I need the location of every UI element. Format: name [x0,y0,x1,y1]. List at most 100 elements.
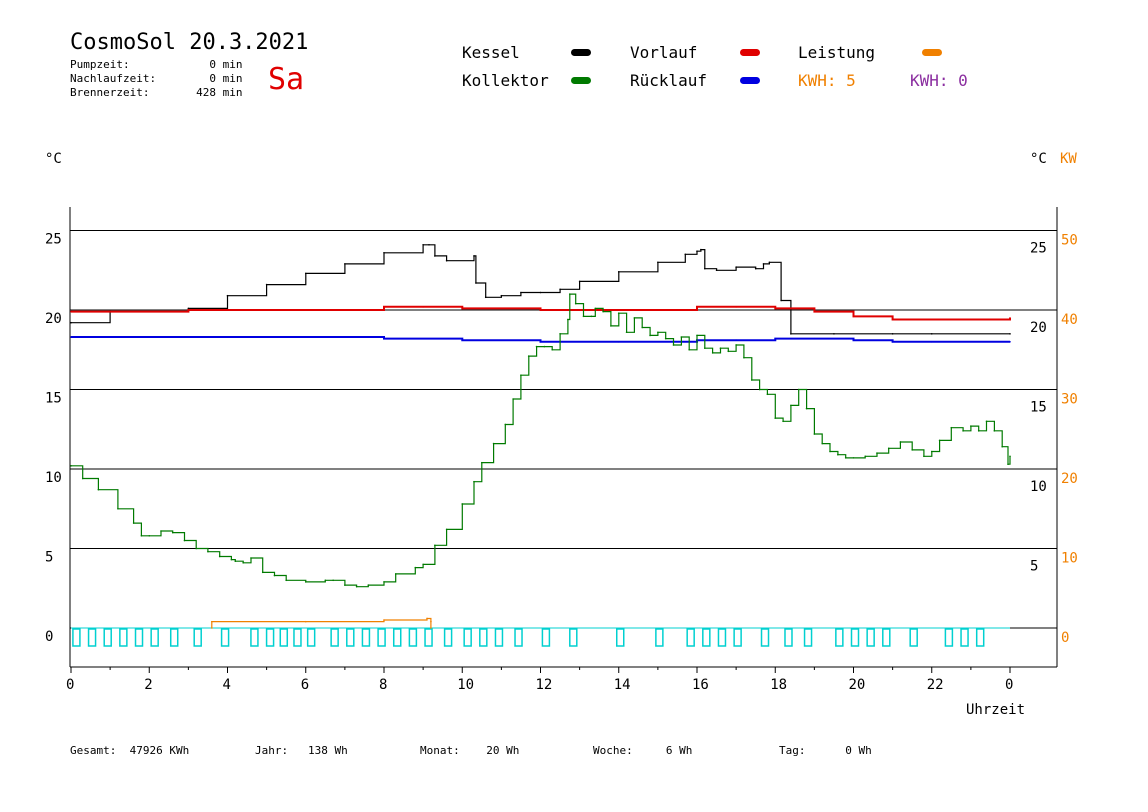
pump-marker [784,628,793,647]
pump-marker [866,628,875,647]
stat-label: Brennerzeit: [70,86,150,99]
y-tick-label-left: 20 [45,311,62,327]
pump-marker [150,628,159,647]
data-point-vorlauf [813,310,816,313]
x-tick-label: 10 [457,677,474,693]
data-point-kessel [657,261,659,264]
data-point-kollektor [852,457,855,459]
data-point-kollektor [261,571,264,574]
data-point-kollektor [1007,463,1009,466]
data-point-vorlauf [187,309,190,311]
data-point-ruecklauf [813,337,816,340]
data-point-kollektor [602,310,604,313]
stat-nachlaufzeit: Nachlaufzeit: 0 min [70,72,243,85]
page-title: CosmoSol 20.3.2021 [70,30,309,55]
x-tick-label: 0 [1005,677,1013,693]
data-point-kollektor [704,347,706,349]
data-point-kollektor [649,334,651,337]
stat-unit: min [222,86,243,99]
data-point-kollektor [774,417,777,419]
data-point-vorlauf [539,309,542,311]
data-point-kollektor [414,566,417,569]
data-point-kollektor [250,557,252,559]
stat-unit: min [222,72,243,85]
footer-label: Jahr: [255,744,289,757]
footer-value: 20 Wh [486,744,520,757]
data-point-kessel [833,333,835,335]
data-point-ruecklauf [891,341,894,343]
data-point-kollektor [160,530,162,532]
data-point-kollektor [876,452,878,454]
data-point-leistung [211,627,213,629]
data-point-kollektor [574,302,577,305]
x-tick-label: 6 [301,677,309,693]
data-point-kollektor [938,439,941,442]
data-point-vorlauf [422,306,424,308]
legend-vorlauf: Vorlauf [630,43,698,62]
pump-marker [72,628,81,647]
x-tick-label: 14 [614,677,631,693]
data-point-kessel [684,253,687,256]
data-point-kollektor [132,522,135,524]
data-point-vorlauf [696,306,698,308]
data-point-ruecklauf [930,341,933,343]
data-point-vorlauf [1009,317,1011,319]
data-point-kollektor [183,539,186,542]
y-tick-label-left: 5 [45,550,53,566]
data-point-leistung [304,620,307,623]
data-point-kessel [754,267,757,270]
x-axis-label: Uhrzeit [966,702,1025,718]
data-point-ruecklauf [774,337,777,340]
x-tick-label: 16 [692,677,709,693]
pump-marker [882,628,891,647]
pump-marker [134,628,144,647]
y-tick-label-right-kw: 40 [1061,312,1078,328]
y-tick-label-left: 10 [45,470,62,486]
data-point-kollektor [445,528,448,531]
data-point-kollektor [844,457,847,459]
data-point-kollektor [543,345,546,348]
data-point-leistung [426,617,428,620]
pump-marker [408,628,418,647]
y-tick-label-right-c: 5 [1030,559,1038,575]
footer-value: 47926 KWh [129,744,190,757]
data-point-vorlauf [70,310,72,313]
data-point-vorlauf [852,315,855,318]
y-axis-unit-right-c: °C [1030,151,1047,167]
data-point-kollektor [680,336,683,338]
data-point-kollektor [790,404,792,407]
data-point-kessel [617,271,620,273]
footer-value: 0 Wh [845,744,872,757]
data-point-kessel [578,280,581,283]
data-point-kollektor [1001,445,1003,448]
data-point-kollektor [633,317,636,319]
data-point-vorlauf [735,306,737,308]
footer-woche: Woche: 6 Wh [593,744,692,757]
series-leistung [211,617,432,628]
pump-marker [265,628,275,647]
y-tick-label-right-kw: 10 [1061,551,1078,567]
data-point-kessel [780,299,782,302]
pump-marker [220,628,230,647]
data-point-kessel [696,250,698,252]
stat-unit: min [222,58,243,71]
data-point-ruecklauf [70,336,72,338]
pump-marker [494,628,504,647]
pump-marker [330,628,339,647]
data-point-kollektor [230,558,233,561]
data-point-kollektor [735,344,737,346]
x-tick-label: 18 [770,677,787,693]
pump-marker [909,628,918,647]
legend-kwh-orange: KWH: 5 [798,71,856,90]
data-point-kollektor [993,430,996,432]
pump-marker [193,628,202,647]
y-tick-label-right-c: 10 [1030,479,1047,495]
data-point-kollektor [758,388,761,391]
weekday-label: Sa [268,62,305,97]
data-point-kollektor [504,423,507,426]
data-point-kessel [735,266,737,268]
data-point-kollektor [148,534,151,537]
data-point-ruecklauf [617,341,620,343]
legend-leistung-swatch [922,49,942,56]
data-point-kollektor [367,584,370,586]
